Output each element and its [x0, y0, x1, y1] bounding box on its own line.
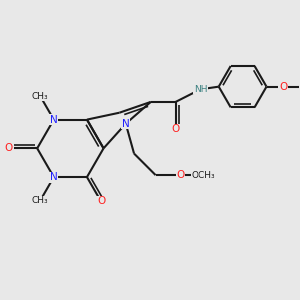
Text: OCH₃: OCH₃	[192, 171, 215, 180]
Text: O: O	[172, 124, 180, 134]
Text: O: O	[97, 196, 105, 206]
Text: N: N	[122, 119, 130, 129]
Text: NH: NH	[194, 85, 207, 94]
Text: N: N	[50, 115, 58, 124]
Text: O: O	[176, 170, 184, 180]
Text: O: O	[5, 143, 13, 153]
Text: N: N	[50, 172, 58, 182]
Text: CH₃: CH₃	[32, 92, 49, 100]
Text: O: O	[279, 82, 287, 92]
Text: CH₃: CH₃	[32, 196, 49, 205]
